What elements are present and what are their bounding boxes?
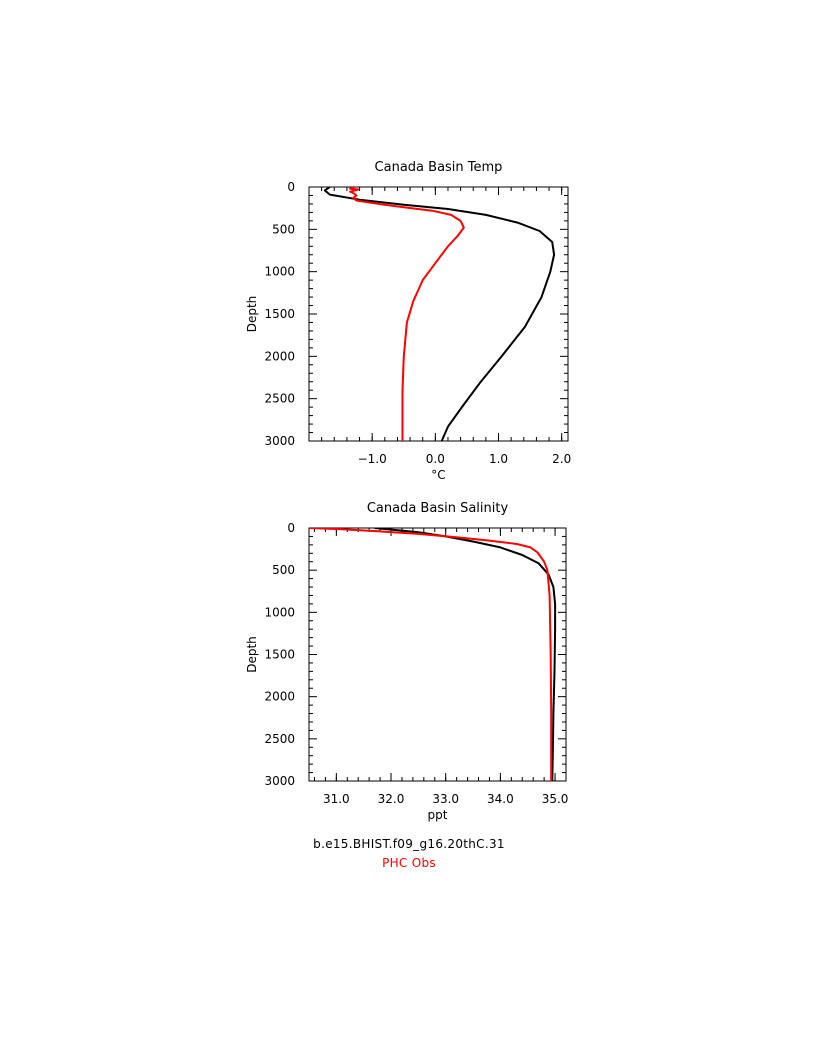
series-line-model [374,528,557,781]
plot-frame [308,527,567,782]
y-tick-label: 2000 [264,690,295,704]
y-tick-label: 2500 [264,732,295,746]
chart-title: Canada Basin Salinity [367,501,509,516]
x-tick-label: 35.0 [542,792,569,806]
x-tick-label: 32.0 [378,792,405,806]
y-tick-label: 1000 [264,605,295,619]
series-line-model [323,187,556,441]
temperature-panel: −1.0 0.0 1.0 2.0 0 500 1000 1500 2000 2500 3000 Can… [245,160,571,482]
chart-title: Canada Basin Temp [375,160,503,175]
x-tick-label: 33.0 [432,792,459,806]
y-tick-label: 2500 [264,392,295,406]
y-tick-label: 3000 [264,434,295,448]
x-tick-label: 2.0 [552,452,571,466]
legend-phc-obs: PHC Obs [382,856,436,870]
y-tick-label: 3000 [264,774,295,788]
series-line-phc-obs [309,528,553,781]
y-tick-label: 500 [272,222,295,236]
x-tick-label: 0.0 [426,452,445,466]
plot-frame [308,186,569,442]
x-axis-label: °C [431,468,445,482]
y-tick-label: 1500 [264,648,295,662]
series-line-phc-obs [349,187,465,441]
y-tick-label: 1000 [264,265,295,279]
y-tick-label: 0 [287,521,295,535]
y-tick-label: 1500 [264,307,295,321]
y-axis-label: Depth [245,296,259,333]
x-tick-label: −1.0 [358,452,387,466]
salinity-panel: 31.0 32.0 33.0 34.0 35.0 0 500 1000 1500 2000 2500… [245,501,568,822]
y-axis-label: Depth [245,636,259,673]
x-tick-label: 34.0 [487,792,514,806]
x-tick-label: 31.0 [323,792,350,806]
legend-model-run: b.e15.BHIST.f09_g16.20thC.31 [313,837,505,851]
y-tick-label: 2000 [264,349,295,363]
y-tick-label: 500 [272,563,295,577]
x-axis-label: ppt [428,808,448,822]
x-tick-label: 1.0 [489,452,508,466]
y-tick-label: 0 [287,180,295,194]
